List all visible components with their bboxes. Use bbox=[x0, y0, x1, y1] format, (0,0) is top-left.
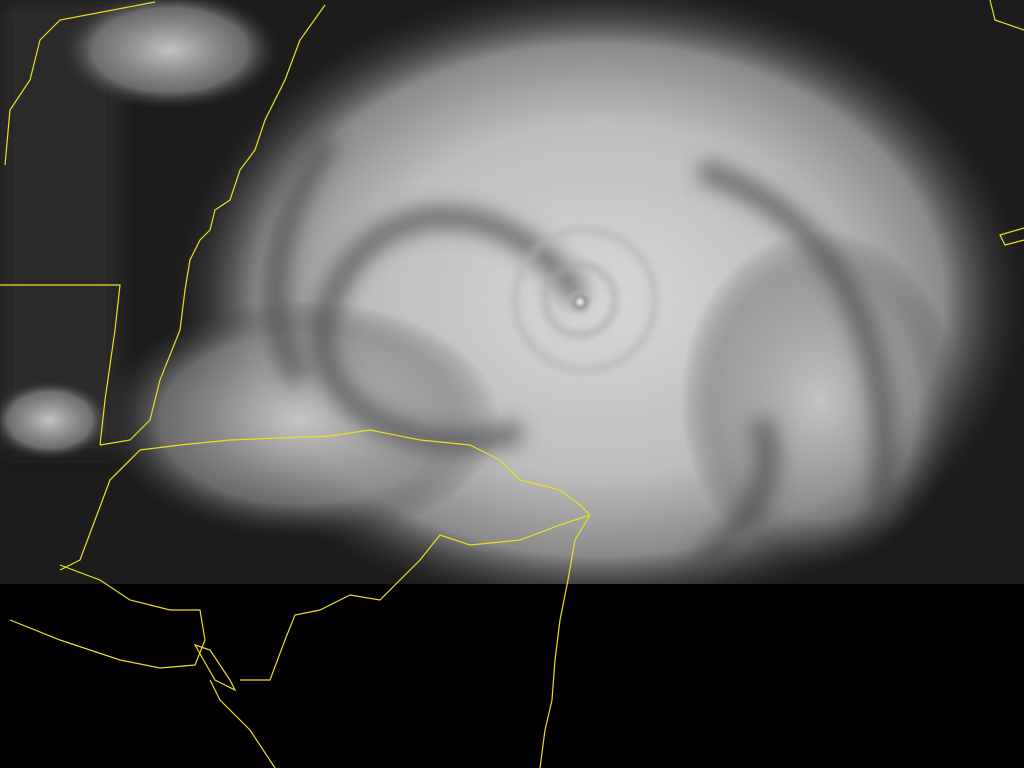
gulf-of-fonseca bbox=[193, 643, 237, 692]
eyewall-rings bbox=[512, 227, 658, 373]
coastline-yucatan bbox=[4, 1, 156, 166]
coastline-nicaragua-caribbean bbox=[539, 514, 591, 768]
coastline-honduras-north bbox=[139, 429, 591, 516]
cloud-band-south bbox=[100, 300, 500, 540]
border-honduras-nicaragua bbox=[240, 514, 591, 681]
coastline-jamaica-edge bbox=[999, 227, 1024, 246]
imagery-area bbox=[0, 0, 1024, 584]
no-data-region bbox=[0, 584, 1024, 768]
cloud-band-east bbox=[680, 230, 960, 570]
cloud-north-west bbox=[60, 0, 280, 110]
coastline-cuba-edge bbox=[989, 0, 1024, 31]
cloud-west bbox=[0, 380, 110, 460]
border-guatemala-honduras bbox=[59, 449, 141, 571]
hurricane-eye bbox=[566, 288, 594, 316]
border-mexico-guatemala bbox=[0, 284, 121, 446]
spiral-bands bbox=[265, 133, 896, 570]
coastline-nicaragua-pacific bbox=[209, 679, 276, 768]
coastline-yucatan-east bbox=[99, 4, 326, 446]
border-el-salvador bbox=[9, 564, 206, 669]
